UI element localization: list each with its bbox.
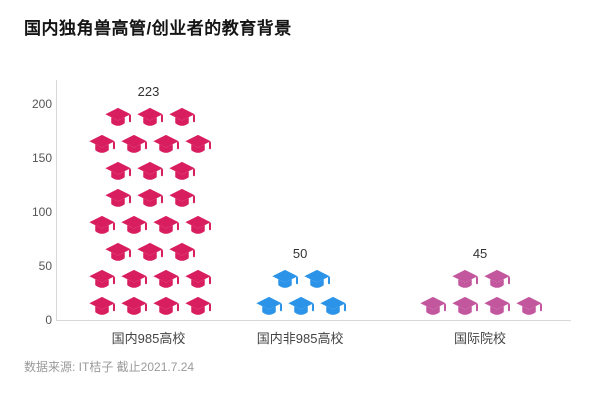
graduation-cap-icon <box>320 296 347 315</box>
graduation-cap-icon <box>136 242 163 261</box>
graduation-cap-icon <box>136 188 163 207</box>
graduation-cap-icon <box>168 242 195 261</box>
graduation-cap-icon <box>168 107 195 126</box>
cap-row <box>420 293 543 320</box>
y-axis-tick-label: 150 <box>31 151 52 165</box>
graduation-cap-icon <box>184 269 211 288</box>
graduation-cap-icon <box>136 107 163 126</box>
graduation-cap-icon <box>184 215 211 234</box>
pictogram-stack-2 <box>256 266 347 320</box>
cap-row <box>272 266 331 293</box>
value-label: 223 <box>137 84 160 99</box>
graduation-cap-icon <box>452 269 479 288</box>
graduation-cap-icon <box>304 269 331 288</box>
plot-area <box>56 80 571 321</box>
cap-row <box>88 293 211 320</box>
pictogram-stack-3 <box>420 266 543 320</box>
y-axis-tick-label: 100 <box>31 205 52 219</box>
cap-row <box>88 131 211 158</box>
value-label: 50 <box>292 246 308 261</box>
cap-row <box>88 212 211 239</box>
graduation-cap-icon <box>184 296 211 315</box>
graduation-cap-icon <box>136 161 163 180</box>
graduation-cap-icon <box>452 296 479 315</box>
value-label: 45 <box>472 246 488 261</box>
graduation-cap-icon <box>152 296 179 315</box>
graduation-cap-icon <box>516 296 543 315</box>
graduation-cap-icon <box>152 134 179 153</box>
graduation-cap-icon <box>288 296 315 315</box>
graduation-cap-icon <box>484 269 511 288</box>
graduation-cap-icon <box>168 161 195 180</box>
y-axis-tick-label: 0 <box>45 313 52 327</box>
cap-row <box>452 266 511 293</box>
graduation-cap-icon <box>88 269 115 288</box>
x-axis-category-label: 国内985高校 <box>111 331 186 346</box>
graduation-cap-icon <box>120 269 147 288</box>
graduation-cap-icon <box>104 107 131 126</box>
cap-row <box>104 104 195 131</box>
graduation-cap-icon <box>152 269 179 288</box>
pictogram-stack-1 <box>88 104 211 320</box>
graduation-cap-icon <box>120 215 147 234</box>
x-axis-category-label: 国际院校 <box>454 331 507 346</box>
graduation-cap-icon <box>88 296 115 315</box>
graduation-cap-icon <box>104 161 131 180</box>
graduation-cap-icon <box>120 296 147 315</box>
graduation-cap-icon <box>256 296 283 315</box>
y-axis-tick-label: 200 <box>31 97 52 111</box>
data-source-note: 数据来源: IT桔子 截止2021.7.24 <box>24 360 195 374</box>
cap-row <box>256 293 347 320</box>
graduation-cap-icon <box>484 296 511 315</box>
cap-row <box>104 239 195 266</box>
graduation-cap-icon <box>420 296 447 315</box>
chart-title: 国内独角兽高管/创业者的教育背景 <box>24 19 292 38</box>
graduation-cap-icon <box>272 269 299 288</box>
graduation-cap-icon <box>152 215 179 234</box>
graduation-cap-icon <box>88 134 115 153</box>
graduation-cap-icon <box>184 134 211 153</box>
graduation-cap-icon <box>168 188 195 207</box>
graduation-cap-icon <box>104 242 131 261</box>
x-axis-category-label: 国内非985高校 <box>256 331 344 346</box>
cap-row <box>104 185 195 212</box>
cap-row <box>104 158 195 185</box>
graduation-cap-icon <box>88 215 115 234</box>
y-axis-tick-label: 50 <box>38 259 52 273</box>
graduation-cap-icon <box>104 188 131 207</box>
cap-row <box>88 266 211 293</box>
graduation-cap-icon <box>120 134 147 153</box>
